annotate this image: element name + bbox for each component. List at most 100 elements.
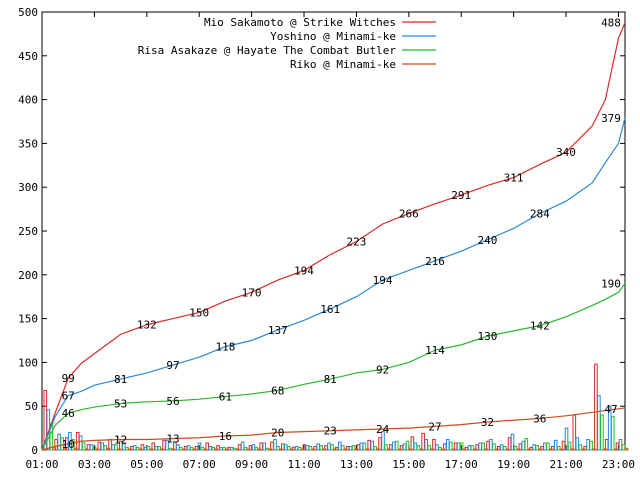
hourly-bar: [567, 441, 572, 451]
hourly-bar: [502, 446, 507, 451]
data-label: 67: [62, 390, 75, 403]
hourly-bar: [578, 444, 583, 451]
hourly-bar: [538, 448, 542, 451]
data-label: 223: [346, 236, 366, 249]
data-label: 36: [533, 413, 546, 426]
data-label: 311: [504, 172, 524, 185]
data-label: 266: [399, 208, 419, 221]
hourly-bar: [413, 442, 418, 451]
hourly-bar: [95, 448, 100, 451]
data-label: 142: [530, 320, 550, 333]
hourly-bar: [521, 440, 526, 451]
hourly-bar: [341, 445, 345, 451]
hourly-bar: [470, 445, 475, 451]
hourly-bar: [203, 448, 208, 451]
hourly-bar: [338, 441, 342, 451]
hourly-bar: [448, 441, 453, 451]
data-label: 16: [219, 430, 232, 443]
data-labels: 99 132 150 170 194 223 266 291 311 340 488 67 81 97 11…: [62, 17, 621, 451]
legend-label: Riko @ Minami-ke: [290, 58, 396, 71]
y-tick-label: 400: [18, 94, 38, 107]
data-label: 97: [166, 359, 179, 372]
x-tick-label: 21:00: [549, 458, 582, 471]
hourly-bar: [162, 439, 166, 451]
hourly-bar: [294, 446, 299, 451]
hourly-bar: [254, 446, 259, 451]
data-label: 118: [215, 341, 235, 354]
hourly-bar: [604, 438, 609, 451]
hourly-bar: [81, 442, 86, 451]
y-tick-label: 500: [18, 6, 38, 19]
hourly-bar: [438, 446, 442, 451]
hourly-bar: [527, 448, 532, 451]
data-label: 216: [425, 255, 445, 268]
hourly-bar: [507, 437, 512, 451]
data-label: 27: [428, 420, 441, 433]
x-tick-label: 15:00: [392, 458, 425, 471]
y-tick-label: 300: [18, 181, 38, 194]
hourly-bar: [290, 448, 294, 451]
data-label: 61: [219, 391, 232, 404]
hourly-bar: [621, 444, 626, 451]
hourly-bar: [257, 448, 262, 451]
hourly-bar: [373, 446, 377, 451]
hourly-bar: [233, 447, 237, 451]
hourly-bar: [546, 442, 550, 451]
hourly-bar: [160, 448, 165, 451]
hourly-bar: [117, 448, 121, 451]
hourly-bar: [300, 448, 305, 451]
data-label: 291: [451, 189, 471, 202]
hourly-bar: [214, 448, 219, 451]
hourly-bar: [182, 448, 186, 451]
data-label: 137: [268, 324, 288, 337]
data-label: 46: [62, 407, 75, 420]
series-line: [41, 117, 626, 451]
hourly-bar: [513, 446, 518, 451]
hourly-bar: [543, 442, 547, 451]
data-label: 340: [556, 146, 576, 159]
hourly-bar: [57, 433, 61, 451]
hourly-bar: [405, 440, 410, 451]
hourly-bar: [549, 448, 553, 451]
hourly-bar: [421, 432, 425, 451]
hourly-bar: [391, 441, 396, 451]
hourly-bar: [240, 441, 245, 451]
hourly-bar: [276, 446, 280, 451]
x-tick-label: 19:00: [497, 458, 530, 471]
hourly-bar: [284, 444, 288, 451]
y-tick-label: 50: [25, 400, 38, 413]
data-label: 47: [604, 403, 617, 416]
hourly-bar: [495, 448, 499, 451]
hourly-bar: [74, 447, 78, 451]
hourly-bar: [424, 438, 428, 451]
hourly-bar: [581, 448, 586, 451]
data-label: 132: [137, 319, 157, 332]
hourly-bar: [265, 447, 270, 451]
hourly-bar: [484, 448, 488, 451]
hourly-bar: [516, 448, 521, 451]
hourly-bar: [89, 444, 94, 451]
hourly-bar: [597, 395, 601, 451]
data-label: 24: [376, 423, 390, 436]
data-label: 190: [601, 278, 621, 291]
hourly-bar: [432, 438, 436, 451]
series-line: [41, 283, 626, 451]
hourly-bar: [572, 414, 577, 451]
hourly-bar: [322, 448, 327, 451]
hourly-bar: [149, 448, 154, 451]
hourly-bar: [168, 447, 172, 451]
hourly-bar: [618, 438, 623, 451]
data-label: 13: [166, 433, 179, 446]
hourly-bar: [402, 443, 407, 451]
hourly-bar: [492, 443, 496, 451]
hourly-bar: [532, 444, 536, 451]
data-label: 53: [114, 398, 127, 411]
hourly-bar: [394, 440, 399, 451]
hourly-bar: [535, 445, 539, 451]
hourly-bar: [362, 442, 367, 451]
data-label: 23: [324, 425, 337, 438]
hourly-bar: [459, 442, 464, 451]
hourly-bar: [410, 436, 415, 451]
hourly-bar: [219, 446, 223, 451]
